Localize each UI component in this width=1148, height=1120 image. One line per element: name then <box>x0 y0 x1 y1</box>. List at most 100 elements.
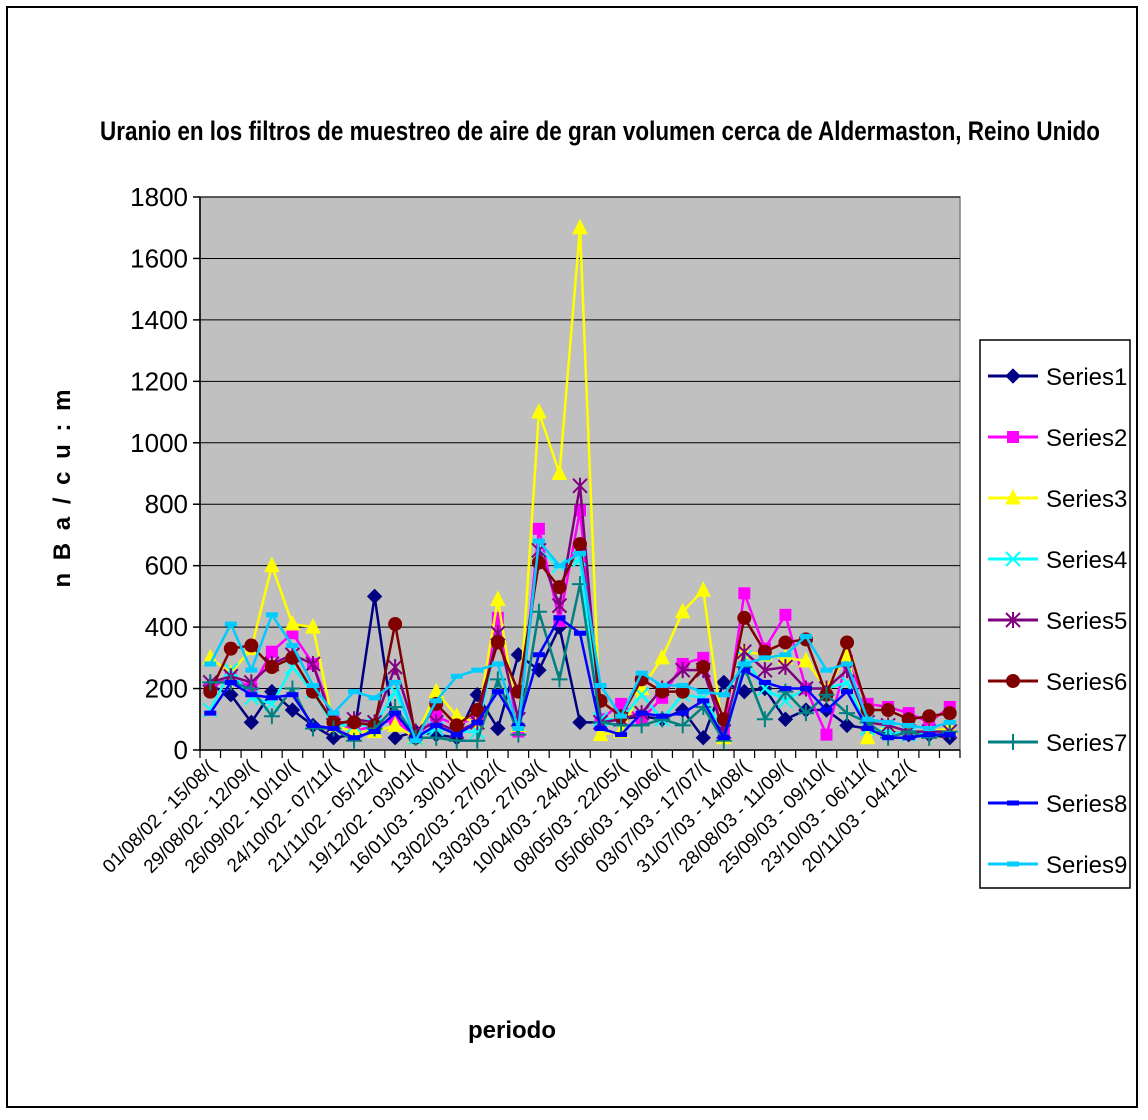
legend-label: Series5 <box>1046 608 1127 635</box>
data-point <box>470 703 485 718</box>
data-point <box>327 725 340 731</box>
legend-label: Series7 <box>1046 730 1127 757</box>
series-layer <box>202 218 958 749</box>
data-point <box>490 590 506 606</box>
data-point <box>799 686 812 692</box>
data-point <box>676 710 689 716</box>
data-point <box>942 706 957 721</box>
data-point <box>553 563 566 569</box>
data-point <box>738 667 751 673</box>
data-point <box>204 661 217 667</box>
data-point <box>757 662 773 679</box>
data-point <box>922 709 937 724</box>
data-point <box>490 635 505 650</box>
data-point <box>676 682 689 688</box>
data-point <box>861 716 874 722</box>
data-point <box>368 695 381 701</box>
x-axis-ticks: 01/08/02 - 15/08/(29/08/02 - 12/09/(26/0… <box>99 750 961 878</box>
data-point <box>531 555 546 570</box>
data-point <box>758 679 771 685</box>
data-point <box>449 718 464 733</box>
legend-label: Series4 <box>1046 547 1127 574</box>
legend-marker <box>1005 488 1021 505</box>
data-point <box>305 655 321 672</box>
data-point <box>695 581 712 597</box>
data-point <box>797 705 814 722</box>
data-point <box>286 643 299 649</box>
data-point <box>244 638 259 653</box>
legend-box <box>979 339 1131 889</box>
data-point <box>882 719 895 725</box>
data-point <box>902 735 915 741</box>
data-point <box>592 725 609 742</box>
data-point <box>325 730 342 746</box>
data-point <box>551 597 568 614</box>
data-point <box>284 702 301 718</box>
data-point <box>551 464 568 480</box>
data-point <box>387 716 403 732</box>
data-point <box>553 615 566 621</box>
data-point <box>757 644 772 659</box>
data-point <box>943 732 956 738</box>
data-point <box>820 728 833 741</box>
data-point <box>818 686 835 703</box>
data-point <box>573 537 587 552</box>
data-point <box>756 711 773 728</box>
data-point <box>777 711 794 727</box>
data-point <box>675 684 690 699</box>
data-point <box>409 738 422 744</box>
y-tick-label: 600 <box>145 551 188 581</box>
data-point <box>245 692 258 698</box>
data-point <box>491 661 504 667</box>
data-point <box>820 667 833 673</box>
data-point <box>923 725 936 731</box>
data-point <box>532 538 545 544</box>
data-point <box>306 722 319 728</box>
data-point <box>574 550 586 556</box>
data-point <box>717 735 730 741</box>
data-point <box>923 732 936 738</box>
y-tick-label: 1400 <box>130 305 188 335</box>
data-point <box>264 660 279 675</box>
data-point <box>674 662 691 679</box>
legend-label: Series2 <box>1046 425 1127 452</box>
data-point <box>265 695 278 701</box>
data-point <box>839 705 856 722</box>
legend-item: Series1 <box>988 364 1127 391</box>
data-point <box>572 477 588 494</box>
data-point <box>635 670 648 676</box>
legend-label: Series9 <box>1046 852 1127 879</box>
data-point <box>224 679 237 685</box>
x-axis-label: periodo <box>468 1017 556 1044</box>
data-point <box>347 715 362 730</box>
data-point <box>286 692 299 698</box>
legend-marker <box>1007 431 1019 443</box>
data-point <box>613 717 630 734</box>
data-point <box>779 652 792 658</box>
data-point <box>223 641 238 656</box>
data-point <box>654 648 670 665</box>
data-point <box>530 603 547 620</box>
legend-label: Series3 <box>1046 486 1127 513</box>
data-point <box>738 661 751 667</box>
data-point <box>615 697 628 710</box>
data-point <box>306 682 319 688</box>
data-point <box>902 722 915 728</box>
y-tick-label: 200 <box>145 674 188 704</box>
legend-label: Series1 <box>1046 364 1127 391</box>
data-point <box>224 621 237 627</box>
legend-item: Series7 <box>988 730 1127 757</box>
data-point <box>450 673 463 679</box>
data-point <box>204 710 217 716</box>
data-point <box>799 633 812 639</box>
data-point <box>594 682 607 688</box>
data-point <box>368 729 381 735</box>
data-point <box>387 659 403 676</box>
legend-item: Series4 <box>988 547 1127 574</box>
data-point <box>532 522 545 535</box>
legend-item: Series9 <box>988 852 1127 879</box>
data-point <box>758 655 771 661</box>
data-point <box>656 682 669 688</box>
series-series9 <box>204 538 956 744</box>
data-point <box>202 674 219 691</box>
